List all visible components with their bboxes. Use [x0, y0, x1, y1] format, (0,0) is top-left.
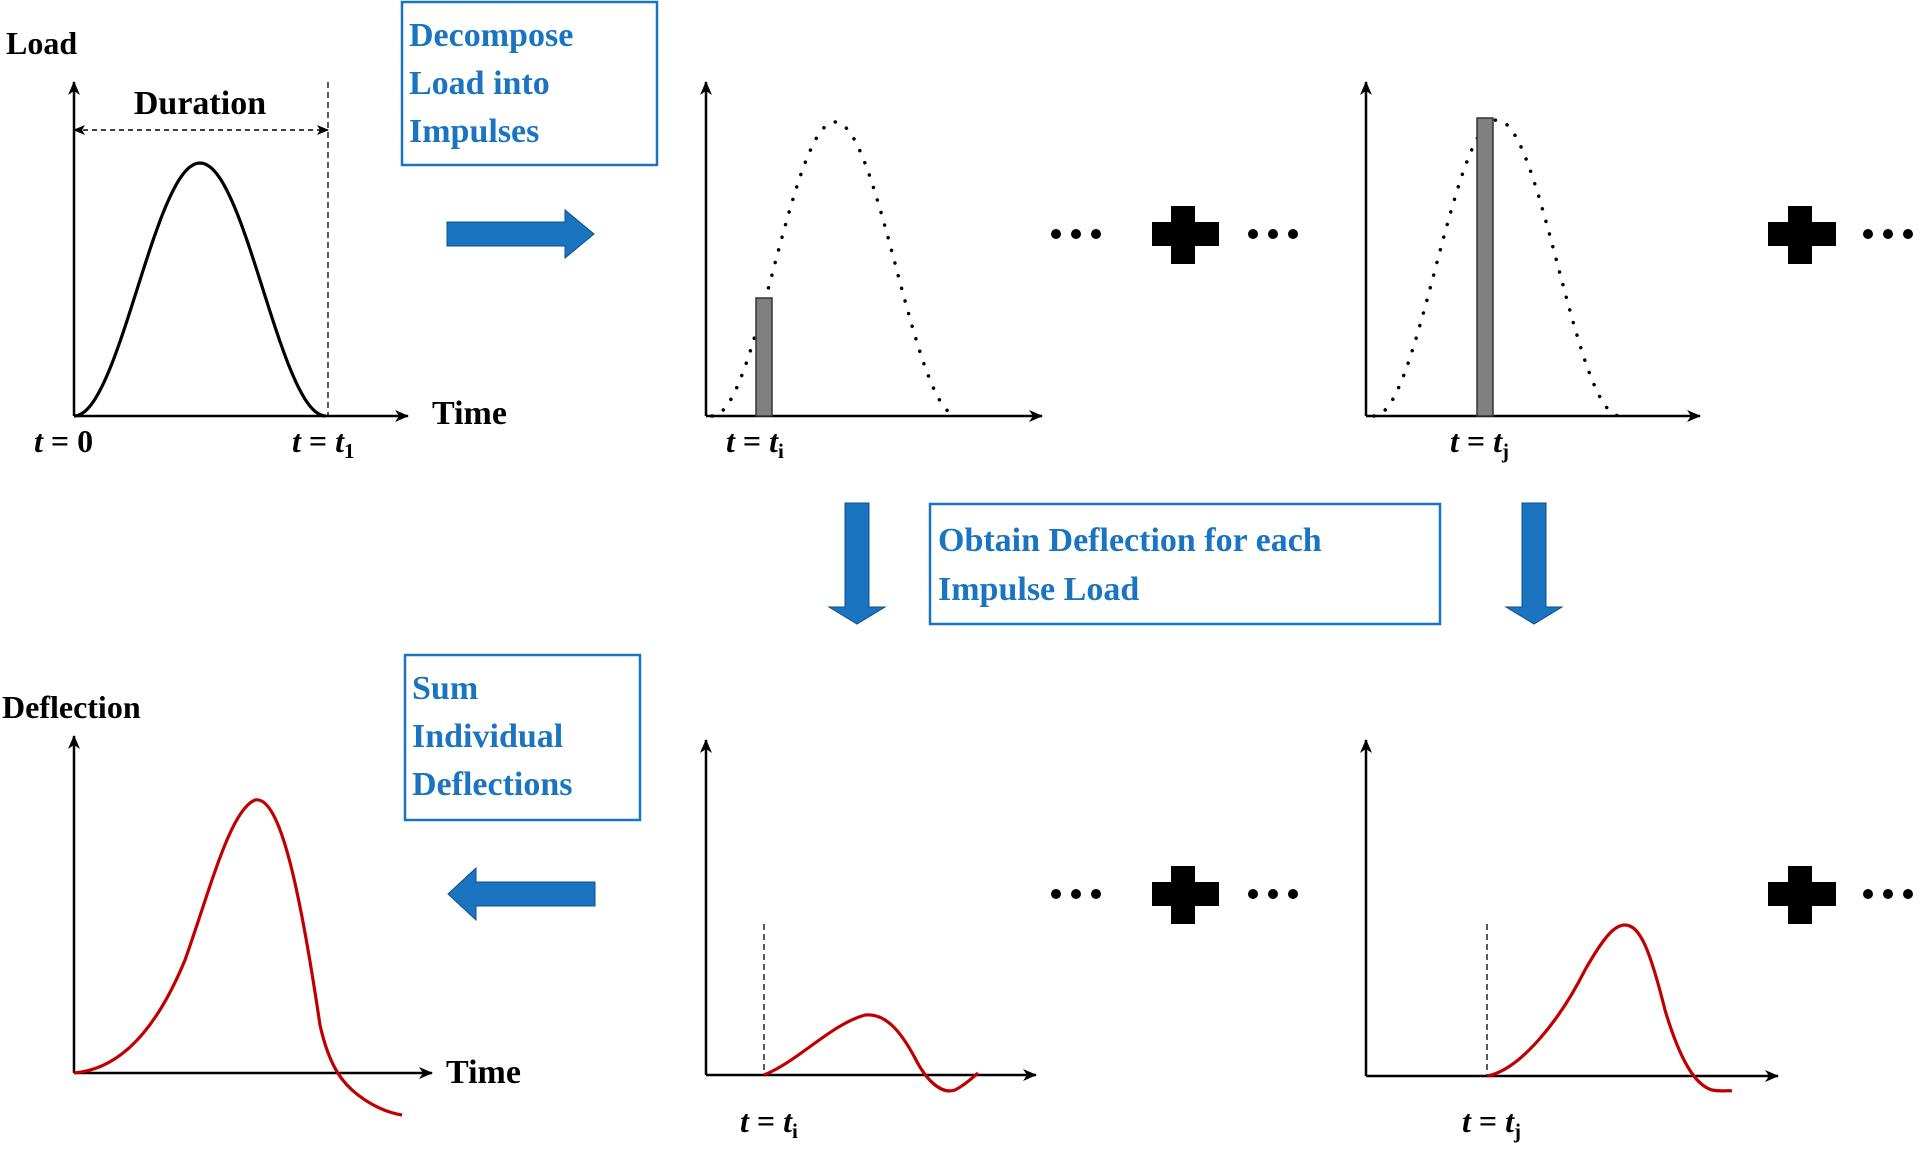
impulse-plot-j: t = tj [1360, 81, 1701, 463]
deflection-time-label: Time [446, 1054, 521, 1091]
impulse-i-label: t = ti [726, 423, 784, 463]
ellipsis-icon [1051, 889, 1101, 899]
sum-box-frame [403, 653, 642, 822]
response-i-label: t = ti [740, 1103, 798, 1143]
duration-label-bg [112, 82, 284, 122]
plus-icon [1768, 206, 1836, 264]
ellipsis-icon [1051, 229, 1101, 239]
impulse-i-dotted-load [710, 120, 960, 418]
duration-label: Duration [134, 85, 266, 122]
ellipsis-icon [1248, 889, 1298, 899]
decompose-box: Decompose Load into Impulses [400, 0, 659, 167]
plus-icon [1768, 866, 1836, 924]
obtain-deflection-box: Obtain Deflection for each Impulse Load [928, 502, 1442, 626]
impulse-plot-i: t = ti [700, 81, 1043, 463]
arrow-down-icon [1504, 502, 1564, 625]
decompose-line-1: Decompose [409, 17, 573, 54]
impulse-j-label: t = tj [1450, 423, 1509, 463]
impulse-j-dotted-load [1372, 118, 1622, 418]
bottom-right-plus-group [1768, 866, 1913, 924]
deflection-axis-label: Deflection [2, 689, 141, 725]
deflection-sum-curve [73, 798, 403, 1117]
arrow-right-icon [446, 208, 595, 260]
plus-icon [1152, 866, 1219, 924]
response-j-curve [1486, 923, 1733, 1093]
t-zero-label: t = 0 [34, 423, 93, 459]
decompose-line-3: Impulses [409, 113, 539, 150]
arrow-down-icon [827, 502, 887, 625]
t-one-label: t = t1 [292, 423, 355, 463]
bottom-middle-plus-group [1051, 866, 1298, 924]
load-pulse-curve [73, 161, 327, 418]
ellipsis-icon [1248, 229, 1298, 239]
sum-box: Sum Individual Deflections [403, 653, 642, 822]
load-time-label: Time [432, 395, 507, 432]
obtain-box-frame [928, 502, 1442, 626]
obtain-line-1: Obtain Deflection for each [938, 522, 1322, 559]
plus-icon [1152, 206, 1219, 264]
arrow-left-icon [447, 866, 596, 922]
impulse-j-bar [1476, 117, 1494, 417]
top-right-plus-group [1768, 206, 1913, 264]
sum-line-1: Sum [412, 670, 478, 707]
ellipsis-icon [1863, 229, 1913, 239]
deflection-plot: Deflection Time [2, 689, 521, 1117]
response-i-curve [763, 1013, 980, 1093]
load-axis-label: Load [6, 25, 77, 61]
response-j-label: t = tj [1462, 1103, 1521, 1143]
response-plot-i: t = ti [700, 739, 1037, 1143]
ellipsis-icon [1863, 889, 1913, 899]
obtain-line-2: Impulse Load [938, 571, 1139, 608]
response-plot-j: t = tj [1360, 739, 1779, 1143]
decompose-line-2: Load into [409, 65, 550, 102]
sum-line-3: Deflections [412, 766, 573, 803]
load-plot: Load Duration Time t = 0 t = t1 [6, 25, 507, 463]
impulse-i-bar [755, 297, 773, 417]
sum-line-2: Individual [412, 718, 563, 755]
top-middle-plus-group [1051, 206, 1298, 264]
decompose-box-frame [400, 0, 659, 167]
